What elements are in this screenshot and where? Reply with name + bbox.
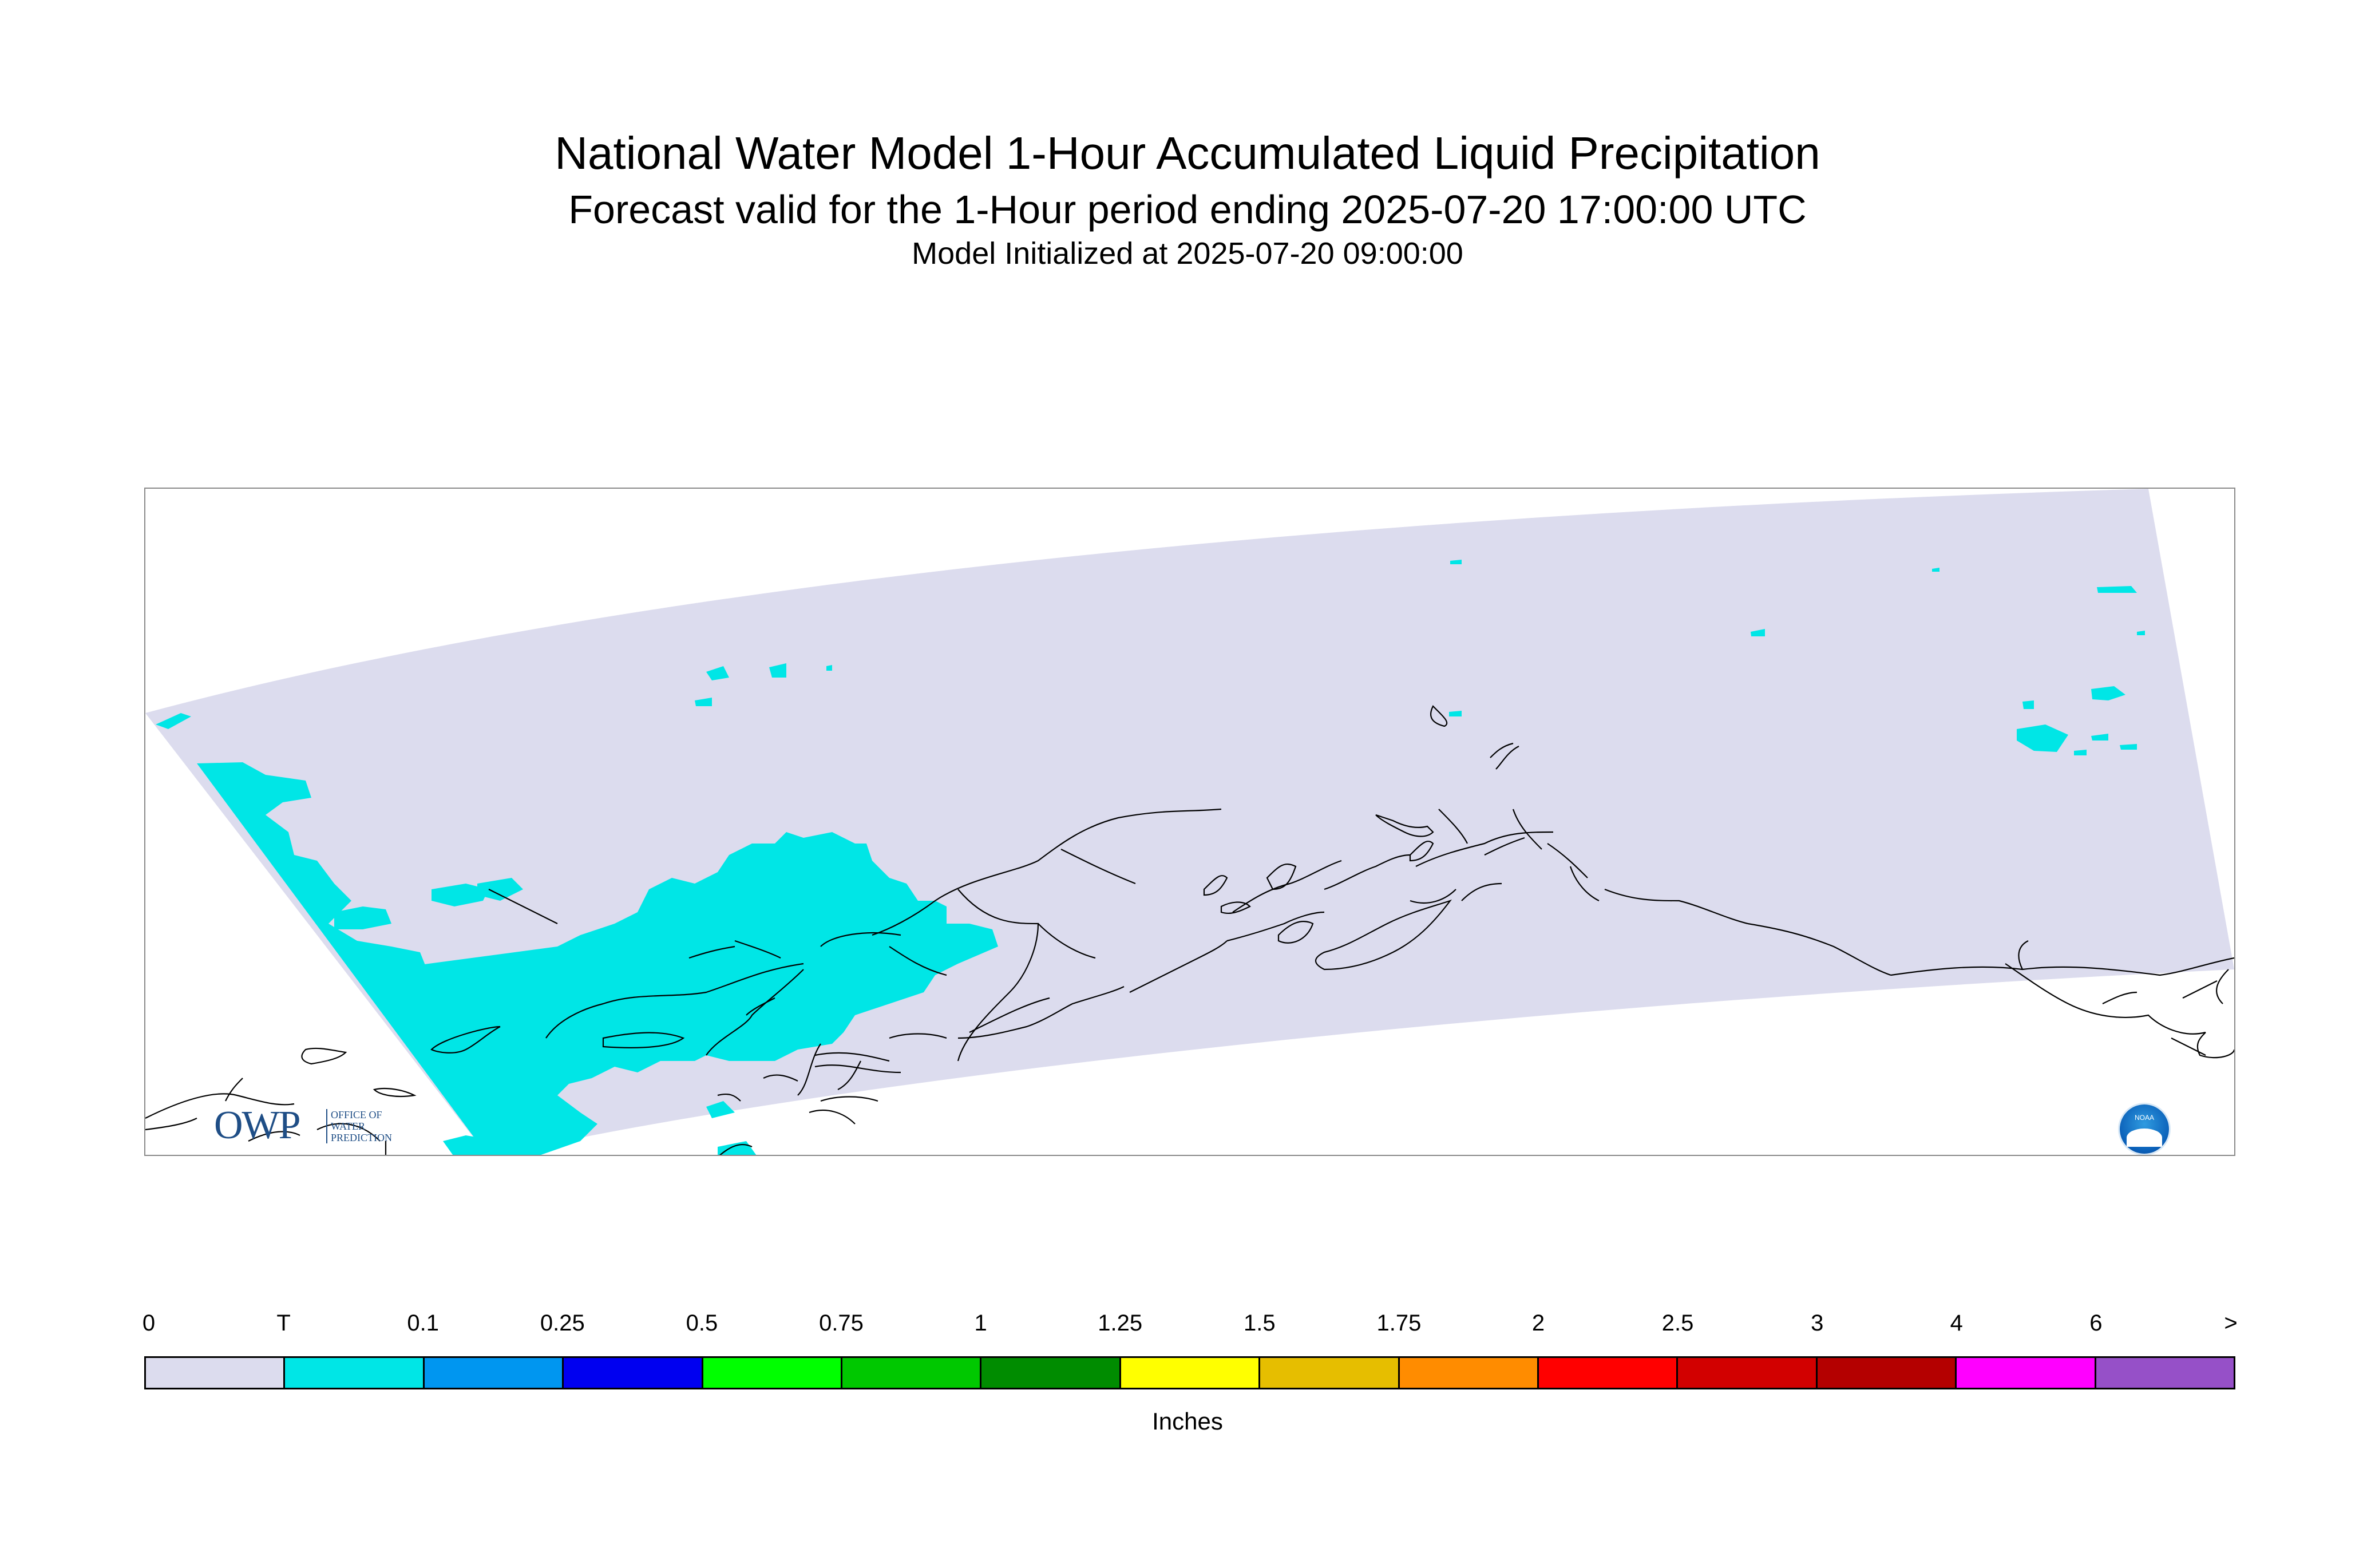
legend-swatch: [1539, 1358, 1679, 1388]
legend-swatch: [1260, 1358, 1400, 1388]
precipitation-map[interactable]: OWP OFFICE OF WATER PREDICTION NOAA: [144, 488, 2235, 1156]
legend-color-bar: [144, 1356, 2235, 1389]
legend-swatch: [424, 1358, 564, 1388]
owp-subtitle: OFFICE OF WATER PREDICTION: [326, 1109, 428, 1143]
legend-tick-label: >: [2224, 1310, 2238, 1336]
legend-swatch: [2096, 1358, 2234, 1388]
legend-tick-label: 3: [1811, 1310, 1824, 1336]
legend-tick-label: 0: [142, 1310, 156, 1336]
noaa-logo: NOAA: [2120, 1104, 2169, 1154]
legend-tick-label: 1.25: [1098, 1310, 1143, 1336]
legend-swatch: [1957, 1358, 2096, 1388]
legend-swatch: [146, 1358, 286, 1388]
noaa-logo-label: NOAA: [2134, 1114, 2154, 1122]
legend-tick-label: 0.25: [540, 1310, 585, 1336]
legend-tick-label: 1.5: [1243, 1310, 1276, 1336]
legend-swatch: [842, 1358, 982, 1388]
owp-mark: OWP: [214, 1103, 301, 1147]
legend-tick-labels: 0 T 0.1 0.25 0.5 0.75 1 1.25 1.5 1.75 2 2.5 3 4 6 >: [142, 1310, 2238, 1345]
legend-swatch: [285, 1358, 425, 1388]
owp-subtitle-line3: PREDICTION: [331, 1132, 392, 1143]
legend-units-label: Inches: [1152, 1408, 1223, 1435]
owp-subtitle-line2: WATER: [331, 1120, 365, 1132]
trace-precip-areas: [156, 560, 2145, 1155]
legend-tick-label: 4: [1950, 1310, 1963, 1336]
legend-tick-label: 1.75: [1376, 1310, 1422, 1336]
noaa-gull-icon: [2127, 1129, 2162, 1147]
legend-swatch: [564, 1358, 703, 1388]
forecast-valid-subtitle: Forecast valid for the 1-Hour period end…: [568, 187, 1807, 232]
map-canvas: [145, 489, 2234, 1155]
legend-tick-label: 0.1: [407, 1310, 439, 1336]
legend-swatch: [981, 1358, 1121, 1388]
legend-tick-label: 0.5: [686, 1310, 718, 1336]
legend-tick-label: 1: [974, 1310, 987, 1336]
legend-swatch: [1399, 1358, 1539, 1388]
map-title: National Water Model 1-Hour Accumulated …: [555, 128, 1820, 179]
coastlines: [145, 705, 2234, 1155]
legend-swatch: [1121, 1358, 1261, 1388]
legend-swatch: [1678, 1358, 1818, 1388]
legend-tick-label: 0.75: [819, 1310, 864, 1336]
legend-swatch: [1817, 1358, 1957, 1388]
owp-logo: OWP OFFICE OF WATER PREDICTION: [214, 1106, 432, 1146]
legend-tick-label: 2.5: [1661, 1310, 1694, 1336]
legend-tick-label: 6: [2089, 1310, 2103, 1336]
model-init-subtitle: Model Initialized at 2025-07-20 09:00:00: [912, 236, 1463, 271]
legend-tick-label: T: [276, 1310, 291, 1336]
legend-tick-label: 2: [1531, 1310, 1545, 1336]
legend-swatch: [703, 1358, 843, 1388]
owp-subtitle-line1: OFFICE OF: [331, 1109, 382, 1120]
